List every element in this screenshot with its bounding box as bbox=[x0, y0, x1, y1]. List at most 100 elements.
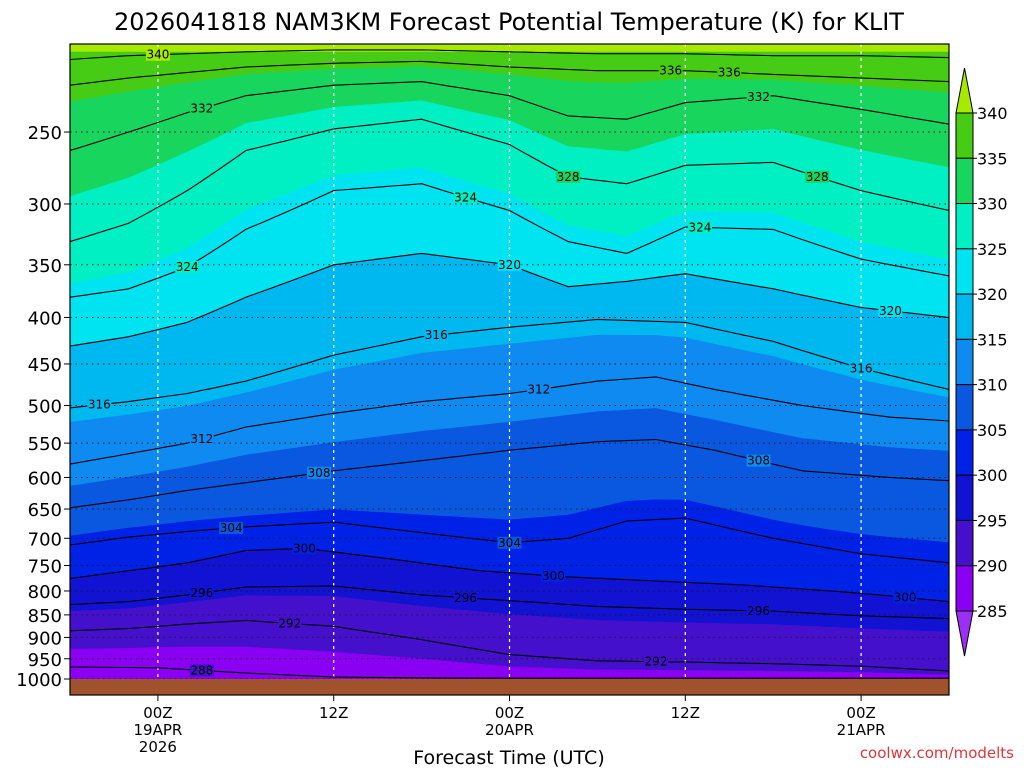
isentrope-332 bbox=[70, 81, 949, 152]
colorbar-box bbox=[955, 384, 974, 431]
isentrope-label-296: 296 bbox=[747, 604, 770, 618]
pressure-tick-label: 750 bbox=[28, 556, 62, 577]
isentrope-label-bg bbox=[453, 191, 478, 204]
isentrope-label-bg bbox=[644, 655, 668, 668]
credit-text: coolwx.com/modelts bbox=[860, 744, 1014, 762]
colorbar-level-label: 295 bbox=[977, 511, 1008, 530]
ground-surface bbox=[70, 679, 949, 695]
colorbar-level-label: 310 bbox=[977, 376, 1008, 395]
isentrope-label-324: 324 bbox=[176, 260, 199, 274]
colorbar-level-label: 300 bbox=[977, 466, 1008, 485]
time-tick-label: 21APR bbox=[837, 721, 886, 739]
isentrope-label-336: 336 bbox=[718, 66, 741, 80]
isentrope-label-292: 292 bbox=[278, 616, 301, 630]
isentrope-label-bg bbox=[292, 542, 317, 555]
isentrope-label-bg bbox=[746, 604, 771, 617]
colorbar-level-label: 335 bbox=[977, 149, 1008, 168]
isentrope-label-bg bbox=[219, 521, 244, 534]
isentrope-label-320: 320 bbox=[498, 258, 521, 272]
isentrope-label-bg bbox=[849, 362, 874, 375]
pressure-tick-label: 400 bbox=[28, 308, 62, 329]
colorbar-box bbox=[955, 565, 974, 612]
colorbar-box bbox=[955, 203, 974, 250]
isentrope-label-bg bbox=[277, 617, 302, 630]
colorbar-level-label: 305 bbox=[977, 421, 1008, 440]
isentrope-label-308: 308 bbox=[308, 466, 331, 480]
band-fill-340 bbox=[70, 44, 949, 52]
isentrope-label-bg bbox=[87, 398, 112, 411]
isentrope-label-bg bbox=[658, 64, 683, 77]
isentrope-336 bbox=[70, 60, 949, 86]
colorbar-top-arrow bbox=[955, 67, 974, 114]
isentrope-label-288: 288 bbox=[190, 663, 213, 677]
isentrope-label-292: 292 bbox=[645, 655, 668, 669]
isentrope-label-bg bbox=[497, 536, 522, 549]
isentrope-label-300: 300 bbox=[293, 541, 316, 555]
isentrope-label-bg bbox=[746, 90, 771, 103]
isentrope-label-bg bbox=[526, 383, 551, 396]
isentrope-label-296: 296 bbox=[190, 586, 213, 600]
isentrope-label-340: 340 bbox=[146, 48, 169, 62]
isentrope-label-bg bbox=[189, 664, 214, 677]
isentrope-label-332: 332 bbox=[190, 101, 213, 115]
isentrope-label-320: 320 bbox=[879, 304, 902, 318]
isentrope-296 bbox=[70, 585, 949, 620]
colorbar-level-label: 340 bbox=[977, 104, 1008, 123]
pressure-tick-label: 350 bbox=[28, 256, 62, 277]
colorbar-box bbox=[955, 248, 974, 295]
pressure-tick-label: 700 bbox=[28, 529, 62, 550]
colorbar-box bbox=[955, 474, 974, 521]
isentrope-308 bbox=[70, 438, 949, 509]
isentrope-316 bbox=[70, 318, 949, 409]
time-tick-label: 00Z bbox=[143, 704, 172, 722]
isentrope-label-bg bbox=[893, 591, 918, 604]
isentrope-label-bg bbox=[687, 221, 712, 234]
isentrope-label-300: 300 bbox=[894, 590, 917, 604]
pressure-tick-label: 850 bbox=[28, 606, 62, 627]
time-tick-label: 00Z bbox=[846, 704, 875, 722]
isentrope-label-bg bbox=[189, 433, 214, 446]
isentrope-label-328: 328 bbox=[806, 170, 829, 184]
isentrope-label-bg bbox=[307, 466, 332, 479]
colorbar-level-label: 285 bbox=[977, 602, 1008, 621]
isentrope-label-312: 312 bbox=[527, 382, 550, 396]
isentrope-328 bbox=[70, 118, 949, 243]
isentrope-label-bg bbox=[189, 102, 214, 115]
pressure-tick-label: 600 bbox=[28, 468, 62, 489]
colorbar-level-label: 325 bbox=[977, 240, 1008, 259]
isentrope-label-bg bbox=[541, 569, 566, 582]
pressure-tick-label: 550 bbox=[28, 434, 62, 455]
colorbar-box bbox=[955, 519, 974, 567]
pressure-tick-label: 300 bbox=[28, 195, 62, 216]
colorbar-box bbox=[955, 429, 974, 476]
pressure-tick-label: 500 bbox=[28, 397, 62, 418]
isentrope-324 bbox=[70, 183, 949, 298]
band-fill-330 bbox=[70, 44, 949, 197]
isentrope-340 bbox=[70, 49, 949, 61]
isentrope-label-bg bbox=[424, 329, 449, 342]
isentrope-label-308: 308 bbox=[747, 454, 770, 468]
isentrope-288 bbox=[70, 666, 949, 679]
colorbar-level-label: 315 bbox=[977, 330, 1008, 349]
isentrope-label-316: 316 bbox=[88, 398, 111, 412]
isentrope-312 bbox=[70, 376, 949, 465]
pressure-tick-label: 800 bbox=[28, 582, 62, 603]
isentrope-label-316: 316 bbox=[425, 328, 448, 342]
plot-area: 288 292 292 296 296 296 300 300 300 304 304 308 308 3… bbox=[70, 44, 949, 695]
time-tick-label: 12Z bbox=[671, 704, 700, 722]
isentrope-label-296: 296 bbox=[454, 591, 477, 605]
filled-contours bbox=[70, 44, 949, 679]
colorbar-level-label: 330 bbox=[977, 195, 1008, 214]
x-axis-label: Forecast Time (UTC) bbox=[413, 747, 604, 768]
colorbar-level-label: 290 bbox=[977, 557, 1008, 576]
time-tick-label: 19APR bbox=[133, 721, 182, 739]
isentropes bbox=[70, 49, 949, 679]
isentrope-label-336: 336 bbox=[659, 64, 682, 78]
isentrope-label-304: 304 bbox=[498, 536, 521, 550]
time-tick-label: 12Z bbox=[319, 704, 348, 722]
pressure-axis: 2503003504004505005506006507007508008509… bbox=[16, 123, 70, 691]
isentrope-label-304: 304 bbox=[220, 521, 243, 535]
isentrope-label-300: 300 bbox=[542, 569, 565, 583]
